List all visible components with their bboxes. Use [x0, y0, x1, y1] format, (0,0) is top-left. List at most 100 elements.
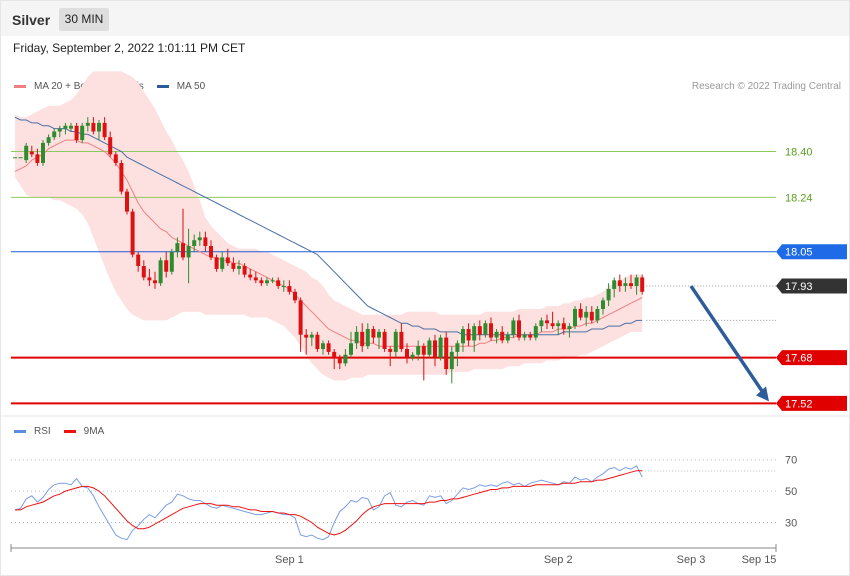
- candle-body: [466, 328, 471, 341]
- candle-body: [337, 357, 342, 364]
- candle-body: [237, 266, 241, 269]
- candle-body: [416, 346, 421, 355]
- x-tick-label: Sep 3: [677, 554, 706, 566]
- candle-body: [433, 340, 437, 358]
- candle-body: [455, 343, 460, 352]
- x-tick-label: Sep 2: [544, 554, 573, 566]
- candle-body: [91, 122, 96, 132]
- candle-body: [125, 191, 129, 212]
- candle-body: [74, 125, 79, 141]
- rsi-ma-line: [15, 470, 643, 536]
- candle-body: [298, 300, 303, 335]
- candle-body: [63, 125, 68, 129]
- candle-body: [220, 257, 225, 269]
- candle-body: [321, 343, 325, 350]
- candle-body: [119, 162, 124, 192]
- rsi-ma-legend-label: 9MA: [83, 426, 105, 437]
- candle-body: [601, 300, 605, 309]
- candle-body: [113, 154, 118, 163]
- candle-body: [561, 323, 566, 329]
- candle-body: [505, 334, 510, 341]
- candle-body: [18, 157, 23, 159]
- candle-body: [377, 331, 381, 338]
- candle-body: [57, 128, 62, 132]
- rsi-ma-legend-swatch: [63, 430, 76, 433]
- candle-body: [108, 137, 113, 155]
- candle-body: [35, 154, 40, 163]
- ma50-legend-label: MA 50: [176, 81, 206, 92]
- candle-body: [136, 254, 141, 267]
- bollinger-band: [15, 71, 643, 381]
- candle-body: [589, 311, 594, 321]
- candle-body: [349, 343, 353, 355]
- candle-body: [214, 257, 219, 269]
- rsi-level-label-70: 70: [785, 455, 797, 467]
- candle-body: [304, 334, 309, 338]
- candle-body: [343, 354, 348, 364]
- candle-body: [164, 260, 169, 272]
- candle-body: [265, 280, 269, 284]
- candle-body: [259, 280, 264, 284]
- candle-body: [231, 263, 236, 269]
- level-label-17-93: 17.93: [785, 281, 813, 293]
- candle-body: [225, 257, 230, 264]
- candle-body: [141, 266, 146, 278]
- level-badge-17-93: [776, 278, 847, 294]
- candle-body: [511, 320, 516, 335]
- x-tick-label: Sep 15: [742, 554, 777, 566]
- candle-body: [69, 125, 73, 129]
- candle-body: [477, 326, 482, 335]
- candle-body: [461, 328, 465, 344]
- candle-body: [405, 349, 409, 358]
- candle-body: [181, 243, 185, 258]
- candle-body: [147, 277, 152, 281]
- candle-body: [472, 326, 477, 341]
- candle-body: [612, 280, 617, 289]
- level-label-18-05: 18.05: [785, 247, 813, 259]
- candle-body: [421, 346, 426, 355]
- candle-body: [567, 326, 572, 329]
- forecast-arrow-head: [756, 386, 769, 402]
- level-badge-17-52: [776, 395, 847, 411]
- candle-body: [332, 351, 337, 358]
- level-label-18-24: 18.24: [785, 192, 813, 204]
- candle-body: [489, 323, 493, 338]
- candle-body: [533, 326, 538, 338]
- candle-body: [203, 237, 208, 246]
- ma50-legend-swatch: [156, 85, 169, 88]
- candle-body: [197, 237, 202, 241]
- candle-body: [410, 354, 415, 358]
- candle-body: [629, 283, 633, 287]
- candle-body: [85, 122, 90, 126]
- candle-body: [175, 243, 180, 252]
- candle-body: [80, 125, 85, 141]
- candle-body: [309, 334, 314, 338]
- candle-body: [326, 343, 331, 352]
- candle-body: [500, 331, 505, 341]
- candle-body: [444, 337, 449, 370]
- candle-body: [52, 131, 57, 138]
- candle-body: [365, 328, 370, 347]
- candle-body: [169, 251, 174, 272]
- candle-body: [578, 308, 583, 318]
- level-label-17-52: 17.52: [785, 398, 813, 410]
- candle-body: [623, 283, 628, 287]
- candle-body: [634, 277, 639, 287]
- level-badge-17-68: [776, 350, 847, 366]
- rsi-line: [14, 465, 643, 541]
- candle-body: [293, 291, 297, 301]
- rsi-level-label-50: 50: [785, 486, 797, 498]
- candle-body: [573, 308, 577, 327]
- candle-body: [186, 245, 191, 258]
- level-label-17-68: 17.68: [785, 353, 813, 365]
- rsi-legend: RSI 9MA: [14, 426, 104, 437]
- candle-body: [276, 280, 281, 287]
- candle-body: [209, 245, 213, 258]
- candle-body: [584, 311, 589, 318]
- candle-body: [270, 280, 275, 282]
- candle-body: [399, 331, 404, 350]
- timeframe-button[interactable]: 30 MIN: [59, 8, 109, 31]
- candle-body: [281, 286, 286, 288]
- candle-body: [29, 151, 34, 155]
- chart-datetime: Friday, September 2, 2022 1:01:11 PM CET: [13, 41, 246, 55]
